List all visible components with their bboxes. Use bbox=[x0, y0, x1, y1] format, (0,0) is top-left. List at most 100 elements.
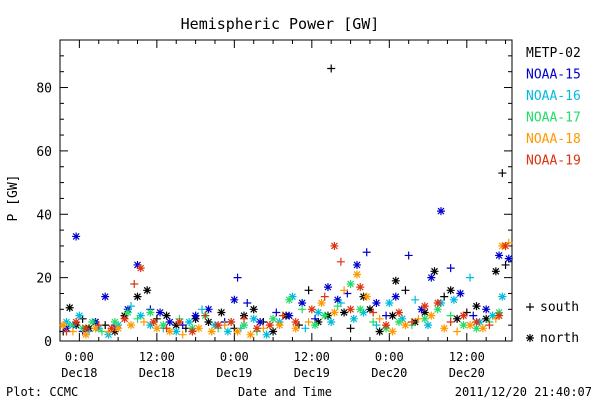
data-point-north bbox=[217, 308, 226, 317]
legend-entry: METP-02 bbox=[526, 46, 581, 61]
data-point-south bbox=[304, 286, 313, 295]
data-point-south bbox=[346, 324, 355, 333]
data-point-south bbox=[401, 286, 410, 295]
data-point-north bbox=[246, 330, 255, 339]
legend-marker-south bbox=[526, 303, 534, 311]
data-point-north bbox=[440, 324, 449, 333]
data-point-north bbox=[427, 311, 436, 320]
y-axis-label: P [GW] bbox=[6, 175, 21, 222]
data-point-north bbox=[172, 321, 181, 330]
data-point-north bbox=[191, 311, 200, 320]
data-point-north bbox=[340, 308, 349, 317]
data-point-north bbox=[75, 311, 84, 320]
data-point-south bbox=[240, 314, 249, 323]
data-point-north bbox=[204, 305, 213, 314]
plot-credit: Plot: CCMC bbox=[6, 385, 78, 399]
data-point-north bbox=[91, 324, 100, 333]
data-point-south bbox=[127, 302, 136, 311]
data-point-north bbox=[81, 324, 90, 333]
data-point-north bbox=[256, 317, 265, 326]
series-noaa-16 bbox=[62, 273, 507, 339]
data-point-north bbox=[330, 241, 339, 250]
data-point-north bbox=[149, 317, 158, 326]
data-point-north bbox=[72, 317, 81, 326]
marker-legend-label: south bbox=[540, 300, 579, 315]
marker-legend-label: north bbox=[540, 331, 579, 346]
data-point-north bbox=[456, 289, 465, 298]
data-point-north bbox=[395, 317, 403, 326]
data-point-north bbox=[391, 276, 400, 285]
data-point-north bbox=[110, 317, 119, 326]
data-point-south bbox=[485, 321, 494, 330]
data-point-south bbox=[62, 327, 71, 336]
data-point-north bbox=[152, 324, 161, 333]
data-point-north bbox=[388, 311, 397, 320]
data-point-north bbox=[252, 324, 261, 333]
data-point-north bbox=[501, 241, 510, 250]
data-point-north bbox=[482, 314, 491, 323]
data-point-south bbox=[362, 248, 371, 257]
series-noaa-19 bbox=[62, 241, 510, 336]
data-point-south bbox=[369, 308, 378, 317]
data-point-north bbox=[424, 321, 433, 330]
data-point-north bbox=[291, 317, 300, 326]
data-point-south bbox=[198, 305, 207, 314]
data-point-north bbox=[362, 292, 371, 301]
data-point-north bbox=[459, 311, 468, 320]
data-point-north bbox=[382, 321, 391, 330]
data-point-north bbox=[495, 251, 504, 260]
series-layer bbox=[59, 64, 513, 339]
data-point-north bbox=[133, 260, 142, 269]
data-point-north bbox=[214, 321, 223, 330]
data-point-north bbox=[265, 321, 274, 330]
data-point-north bbox=[262, 330, 271, 339]
legend-marker-north bbox=[526, 334, 534, 342]
data-point-north bbox=[101, 292, 110, 301]
data-point-south bbox=[130, 279, 139, 288]
data-point-north bbox=[391, 292, 400, 301]
y-tick-label: 40 bbox=[36, 208, 52, 223]
data-point-south bbox=[201, 311, 210, 320]
data-point-north bbox=[317, 298, 326, 307]
data-point-south bbox=[446, 264, 455, 273]
data-point-north bbox=[327, 317, 336, 326]
data-point-south bbox=[501, 260, 510, 269]
data-point-south bbox=[407, 317, 416, 326]
data-point-north bbox=[349, 314, 358, 323]
x-tick-label-time: 12:00 bbox=[139, 350, 175, 364]
x-tick-label-time: 12:00 bbox=[294, 350, 330, 364]
data-point-north bbox=[285, 311, 294, 320]
data-point-south bbox=[414, 314, 423, 323]
data-point-north bbox=[346, 305, 355, 314]
data-point-north bbox=[127, 321, 136, 330]
data-point-north bbox=[136, 311, 145, 320]
data-point-north bbox=[288, 292, 297, 301]
data-point-north bbox=[159, 321, 168, 330]
legend-entry: NOAA-17 bbox=[526, 111, 581, 126]
data-point-north bbox=[65, 303, 74, 312]
legend: METP-02 NOAA-15 NOAA-16 NOAA-17 NOAA-18 NOAA-… bbox=[526, 46, 581, 169]
data-point-south bbox=[382, 311, 391, 320]
legend-entry: NOAA-16 bbox=[526, 89, 581, 104]
data-point-north bbox=[449, 295, 458, 304]
plot-frame bbox=[59, 39, 513, 342]
data-point-south bbox=[243, 298, 252, 307]
data-point-north bbox=[110, 327, 119, 336]
data-point-north bbox=[133, 292, 142, 301]
data-point-north bbox=[365, 305, 374, 314]
data-point-north bbox=[194, 324, 203, 333]
data-point-north bbox=[72, 232, 81, 241]
data-point-north bbox=[291, 324, 300, 333]
data-point-north bbox=[472, 324, 481, 333]
legend-entry: NOAA-15 bbox=[526, 68, 581, 83]
data-point-north bbox=[165, 317, 174, 326]
series-noaa-18 bbox=[59, 238, 513, 339]
data-point-north bbox=[323, 283, 332, 292]
data-point-north bbox=[269, 327, 278, 336]
data-point-north bbox=[165, 327, 174, 336]
data-point-north bbox=[356, 305, 365, 314]
data-point-north bbox=[120, 314, 129, 323]
data-point-north bbox=[311, 321, 320, 330]
